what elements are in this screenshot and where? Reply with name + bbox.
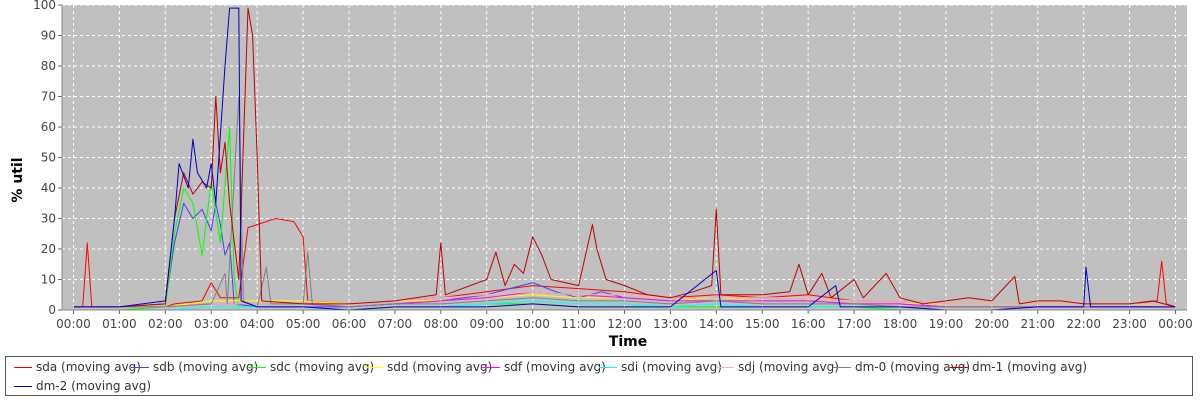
legend-swatch — [599, 366, 617, 368]
legend-item: sda (moving avg) — [14, 358, 141, 376]
x-tick-label: 07:00 — [378, 317, 413, 331]
x-tick-label: 22:00 — [1066, 317, 1101, 331]
x-tick-label: 06:00 — [332, 317, 367, 331]
series-line-dm-1 — [73, 7, 1176, 308]
y-tick-label: 10 — [41, 273, 56, 287]
y-tick-label: 0 — [48, 303, 56, 317]
x-tick-label: 02:00 — [148, 317, 183, 331]
legend-swatch — [14, 385, 32, 387]
x-tick-label: 20:00 — [975, 317, 1010, 331]
x-tick-label: 19:00 — [929, 317, 964, 331]
x-tick-label: 09:00 — [469, 317, 504, 331]
legend-item: sdc (moving avg) — [248, 358, 374, 376]
legend-label: sdc (moving avg) — [270, 360, 375, 374]
legend-item: sdi (moving avg) — [599, 358, 722, 376]
legend-label: sda (moving avg) — [36, 360, 141, 374]
legend-swatch — [131, 366, 149, 368]
x-tick-label: 00:00 — [56, 317, 91, 331]
x-tick-label: 21:00 — [1020, 317, 1055, 331]
legend-item: dm-0 (moving avg) — [833, 358, 970, 376]
x-tick-label: 10:00 — [515, 317, 550, 331]
legend-item: dm-2 (moving avg) — [14, 377, 151, 395]
x-tick-label: 16:00 — [791, 317, 826, 331]
legend-swatch — [716, 366, 734, 368]
legend-item: sdf (moving avg) — [482, 358, 606, 376]
x-tick-label: 15:00 — [745, 317, 780, 331]
y-tick-label: 40 — [41, 181, 56, 195]
x-tick-label: 08:00 — [424, 317, 459, 331]
legend-swatch — [248, 366, 266, 368]
legend-swatch — [833, 366, 851, 368]
legend-label: sdf (moving avg) — [504, 360, 606, 374]
x-tick-label: 23:00 — [1112, 317, 1147, 331]
legend-item: sdb (moving avg) — [131, 358, 258, 376]
y-tick-label: 70 — [41, 90, 56, 104]
legend-label: dm-0 (moving avg) — [855, 360, 971, 374]
x-tick-label: 05:00 — [286, 317, 321, 331]
y-tick-label: 20 — [41, 242, 56, 256]
axes: 0 10 20 30 40 50 60 70 80 90 100 00:00 01:00 02:00 03:… — [33, 0, 1193, 331]
legend-label: sdd (moving avg) — [387, 360, 493, 374]
grid-lines — [62, 4, 1187, 311]
y-tick-label: 50 — [41, 151, 56, 165]
legend-swatch — [365, 366, 383, 368]
legend-label: sdi (moving avg) — [621, 360, 722, 374]
x-tick-label: 14:00 — [699, 317, 734, 331]
legend-item: sdj (moving avg) — [716, 358, 839, 376]
legend-item: dm-1 (moving avg) — [950, 358, 1087, 376]
y-tick-label: 80 — [41, 59, 56, 73]
y-tick-label: 90 — [41, 29, 56, 43]
x-tick-label: 04:00 — [240, 317, 275, 331]
legend: sda (moving avg) sdb (moving avg) sdc (mov… — [5, 356, 1193, 396]
legend-label: dm-1 (moving avg) — [972, 360, 1088, 374]
legend-label: sdj (moving avg) — [738, 360, 839, 374]
x-tick-label: 12:00 — [607, 317, 642, 331]
y-tick-label: 60 — [41, 120, 56, 134]
x-tick-label: 13:00 — [653, 317, 688, 331]
legend-swatch — [950, 366, 968, 368]
y-tick-label: 100 — [33, 0, 56, 12]
legend-label: dm-2 (moving avg) — [36, 379, 152, 393]
x-tick-label: 11:00 — [561, 317, 596, 331]
legend-swatch — [14, 366, 32, 368]
x-tick-label: 01:00 — [102, 317, 137, 331]
y-tick-label: 30 — [41, 212, 56, 226]
y-axis-label: % util — [10, 157, 26, 202]
x-tick-label: 00:00 — [1158, 317, 1193, 331]
x-tick-label: 17:00 — [837, 317, 872, 331]
legend-item: sdd (moving avg) — [365, 358, 492, 376]
legend-label: sdb (moving avg) — [153, 360, 259, 374]
x-tick-label: 18:00 — [883, 317, 918, 331]
legend-swatch — [482, 366, 500, 368]
x-axis-label: Time — [609, 334, 647, 350]
x-tick-label: 03:00 — [194, 317, 229, 331]
